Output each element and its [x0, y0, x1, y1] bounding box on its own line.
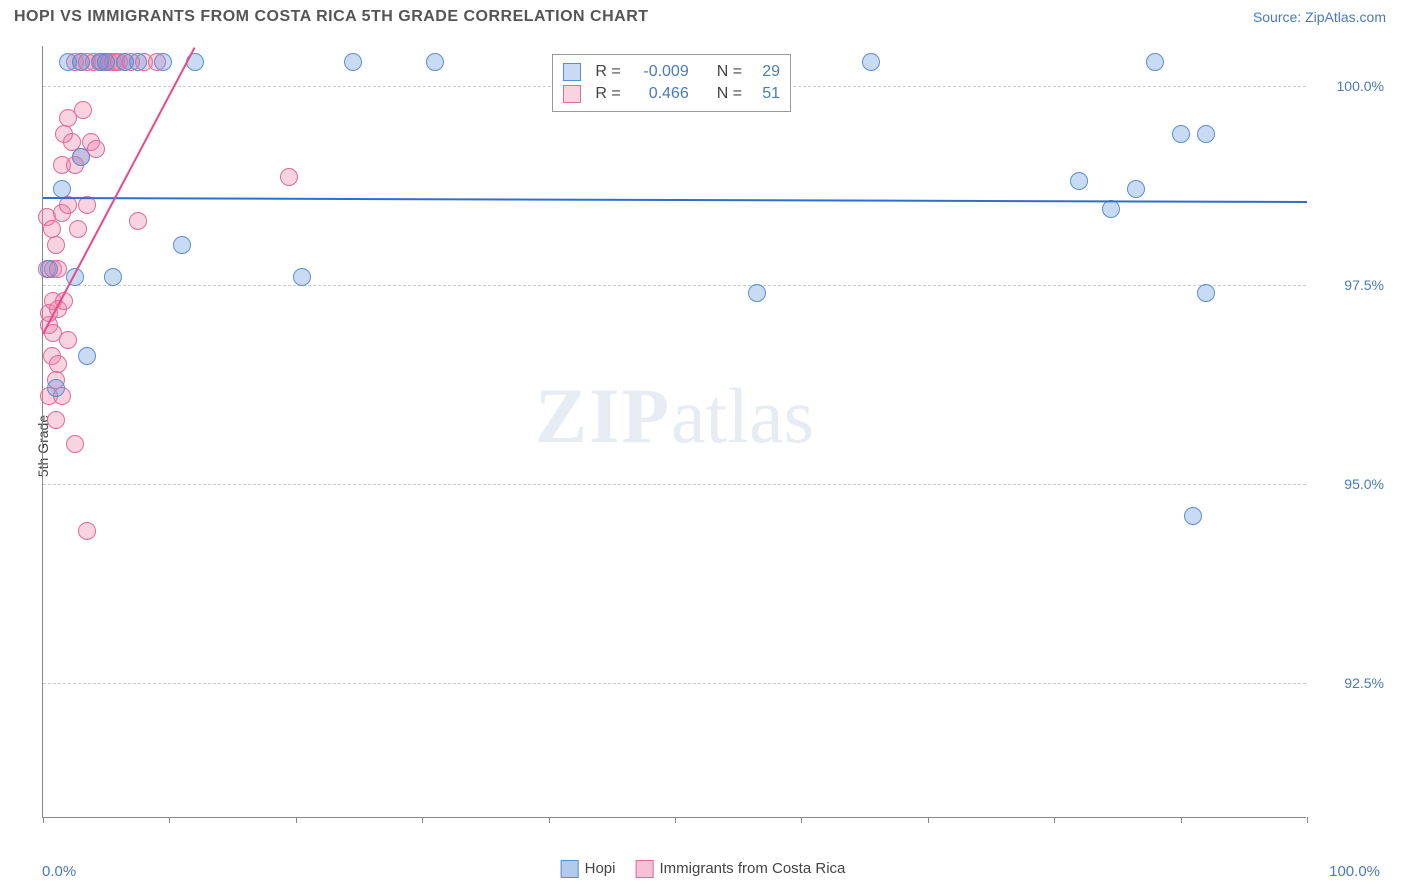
- x-tick: [928, 817, 929, 823]
- data-point: [1172, 125, 1190, 143]
- stats-row: R =0.466N =51: [563, 83, 780, 105]
- data-point: [1070, 172, 1088, 190]
- x-tick: [296, 817, 297, 823]
- data-point: [154, 53, 172, 71]
- legend-swatch: [563, 63, 581, 81]
- gridline-h: [43, 484, 1306, 485]
- data-point: [173, 236, 191, 254]
- data-point: [66, 435, 84, 453]
- trend-line-hopi: [43, 197, 1307, 203]
- x-tick: [675, 817, 676, 823]
- data-point: [1197, 284, 1215, 302]
- legend-item: Hopi: [561, 860, 616, 878]
- data-point: [40, 260, 58, 278]
- data-point: [69, 220, 87, 238]
- legend-label: Immigrants from Costa Rica: [659, 860, 845, 877]
- stats-legend: R =-0.009N =29R =0.466N =51: [552, 54, 791, 112]
- data-point: [426, 53, 444, 71]
- data-point: [129, 212, 147, 230]
- data-point: [344, 53, 362, 71]
- x-tick: [549, 817, 550, 823]
- source-attribution: Source: ZipAtlas.com: [1253, 9, 1386, 25]
- y-tick-label: 92.5%: [1344, 675, 1384, 691]
- data-point: [748, 284, 766, 302]
- data-point: [104, 268, 122, 286]
- x-tick: [422, 817, 423, 823]
- x-tick: [1181, 817, 1182, 823]
- watermark: ZIPatlas: [535, 371, 814, 461]
- legend-label: Hopi: [585, 860, 616, 877]
- data-point: [72, 148, 90, 166]
- data-point: [280, 168, 298, 186]
- legend-swatch: [635, 860, 653, 878]
- chart-title: HOPI VS IMMIGRANTS FROM COSTA RICA 5TH G…: [14, 8, 649, 26]
- data-point: [1146, 53, 1164, 71]
- series-legend: Hopi Immigrants from Costa Rica: [561, 860, 846, 878]
- x-tick: [169, 817, 170, 823]
- data-point: [1102, 200, 1120, 218]
- gridline-h: [43, 683, 1306, 684]
- x-axis-min-label: 0.0%: [42, 863, 76, 880]
- x-tick: [43, 817, 44, 823]
- data-point: [1197, 125, 1215, 143]
- stats-row: R =-0.009N =29: [563, 61, 780, 83]
- scatter-chart: ZIPatlas 92.5%95.0%97.5%100.0%R =-0.009N…: [42, 46, 1306, 818]
- data-point: [97, 53, 115, 71]
- data-point: [1127, 180, 1145, 198]
- data-point: [293, 268, 311, 286]
- data-point: [74, 101, 92, 119]
- data-point: [129, 53, 147, 71]
- data-point: [1184, 507, 1202, 525]
- y-tick-label: 97.5%: [1344, 277, 1384, 293]
- data-point: [47, 236, 65, 254]
- y-tick-label: 95.0%: [1344, 476, 1384, 492]
- data-point: [78, 522, 96, 540]
- data-point: [72, 53, 90, 71]
- x-tick: [801, 817, 802, 823]
- data-point: [53, 180, 71, 198]
- data-point: [49, 355, 67, 373]
- gridline-h: [43, 285, 1306, 286]
- data-point: [59, 331, 77, 349]
- x-tick: [1307, 817, 1308, 823]
- data-point: [47, 411, 65, 429]
- legend-swatch: [563, 85, 581, 103]
- data-point: [862, 53, 880, 71]
- y-tick-label: 100.0%: [1337, 78, 1384, 94]
- x-tick: [1054, 817, 1055, 823]
- legend-swatch: [561, 860, 579, 878]
- x-axis-max-label: 100.0%: [1329, 863, 1380, 880]
- legend-item: Immigrants from Costa Rica: [635, 860, 845, 878]
- data-point: [47, 379, 65, 397]
- data-point: [78, 347, 96, 365]
